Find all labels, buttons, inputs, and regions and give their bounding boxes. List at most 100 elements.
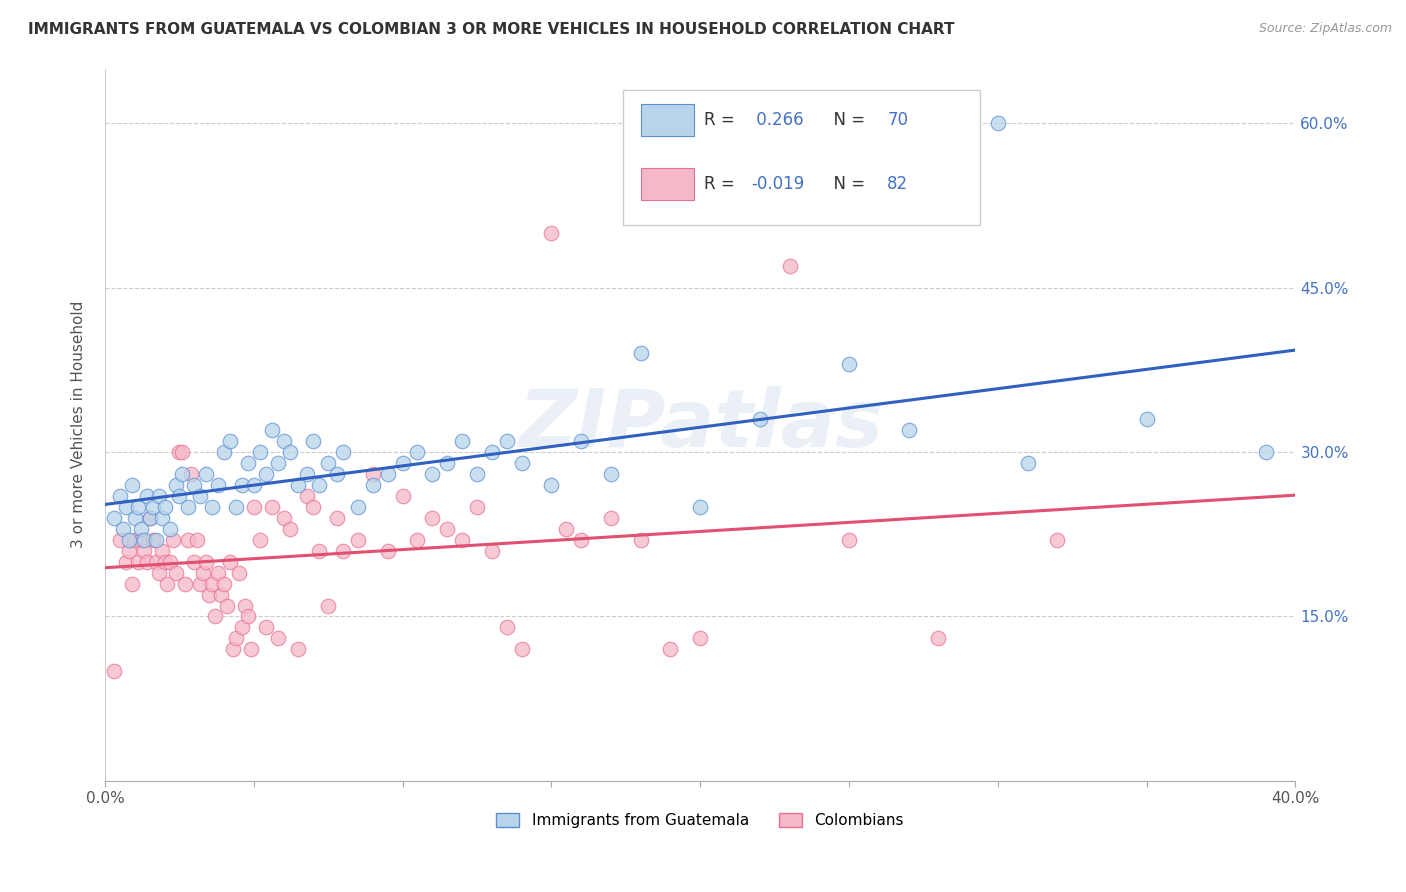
- Text: R =: R =: [704, 175, 740, 193]
- Point: [180, 467, 202, 481]
- Point: [273, 511, 295, 525]
- Point: [260, 500, 283, 514]
- Point: [186, 533, 208, 547]
- Point: [630, 533, 652, 547]
- Text: -0.019: -0.019: [751, 175, 804, 193]
- Point: [600, 467, 623, 481]
- Point: [510, 456, 533, 470]
- Point: [177, 533, 200, 547]
- Point: [987, 116, 1010, 130]
- Point: [135, 489, 157, 503]
- Point: [302, 500, 325, 514]
- Text: ZIPatlas: ZIPatlas: [517, 385, 883, 464]
- Point: [249, 445, 271, 459]
- Point: [316, 456, 339, 470]
- Point: [838, 358, 860, 372]
- Point: [689, 500, 711, 514]
- Point: [142, 533, 165, 547]
- Point: [174, 576, 197, 591]
- Point: [1046, 533, 1069, 547]
- Point: [169, 489, 191, 503]
- Point: [114, 555, 136, 569]
- Point: [266, 456, 288, 470]
- Point: [540, 226, 562, 240]
- Point: [332, 543, 354, 558]
- Point: [297, 467, 319, 481]
- Point: [162, 533, 184, 547]
- Point: [198, 588, 221, 602]
- Point: [209, 588, 232, 602]
- Point: [138, 511, 160, 525]
- Point: [132, 543, 155, 558]
- Point: [150, 511, 173, 525]
- Point: [1136, 412, 1159, 426]
- Point: [215, 599, 238, 613]
- Point: [231, 478, 253, 492]
- Point: [422, 511, 444, 525]
- Point: [361, 467, 384, 481]
- Point: [465, 500, 488, 514]
- Point: [316, 599, 339, 613]
- Point: [201, 500, 224, 514]
- Point: [254, 620, 277, 634]
- Point: [225, 632, 247, 646]
- Point: [124, 511, 146, 525]
- Point: [748, 412, 770, 426]
- Point: [239, 642, 262, 657]
- Point: [172, 467, 194, 481]
- Text: 70: 70: [887, 111, 908, 128]
- Point: [236, 456, 259, 470]
- Point: [236, 609, 259, 624]
- Point: [361, 478, 384, 492]
- Point: [347, 533, 370, 547]
- Point: [347, 500, 370, 514]
- Point: [212, 445, 235, 459]
- Point: [207, 566, 229, 580]
- Text: R =: R =: [704, 111, 740, 128]
- Point: [495, 434, 517, 449]
- Point: [177, 500, 200, 514]
- Text: N =: N =: [823, 175, 870, 193]
- FancyBboxPatch shape: [623, 90, 980, 226]
- Point: [222, 642, 245, 657]
- Point: [103, 511, 125, 525]
- Point: [172, 445, 194, 459]
- Point: [193, 566, 215, 580]
- Point: [150, 543, 173, 558]
- Point: [212, 576, 235, 591]
- Point: [118, 543, 141, 558]
- Text: Source: ZipAtlas.com: Source: ZipAtlas.com: [1258, 22, 1392, 36]
- Point: [569, 533, 592, 547]
- Point: [159, 555, 181, 569]
- Point: [495, 620, 517, 634]
- Point: [287, 478, 309, 492]
- FancyBboxPatch shape: [641, 104, 695, 136]
- Point: [145, 555, 167, 569]
- Point: [927, 632, 949, 646]
- Point: [278, 445, 301, 459]
- Point: [132, 533, 155, 547]
- Point: [326, 511, 349, 525]
- Point: [124, 533, 146, 547]
- Point: [659, 642, 682, 657]
- Point: [231, 620, 253, 634]
- Point: [148, 489, 170, 503]
- Point: [159, 522, 181, 536]
- Point: [195, 555, 218, 569]
- Point: [121, 576, 143, 591]
- Point: [422, 467, 444, 481]
- Point: [118, 533, 141, 547]
- Point: [451, 533, 474, 547]
- Point: [600, 511, 623, 525]
- Point: [207, 478, 229, 492]
- Point: [165, 478, 187, 492]
- Point: [436, 456, 458, 470]
- Point: [153, 500, 176, 514]
- Point: [204, 609, 226, 624]
- Point: [326, 467, 349, 481]
- Point: [1017, 456, 1039, 470]
- Point: [228, 566, 250, 580]
- Text: 82: 82: [887, 175, 908, 193]
- Point: [121, 478, 143, 492]
- Point: [254, 467, 277, 481]
